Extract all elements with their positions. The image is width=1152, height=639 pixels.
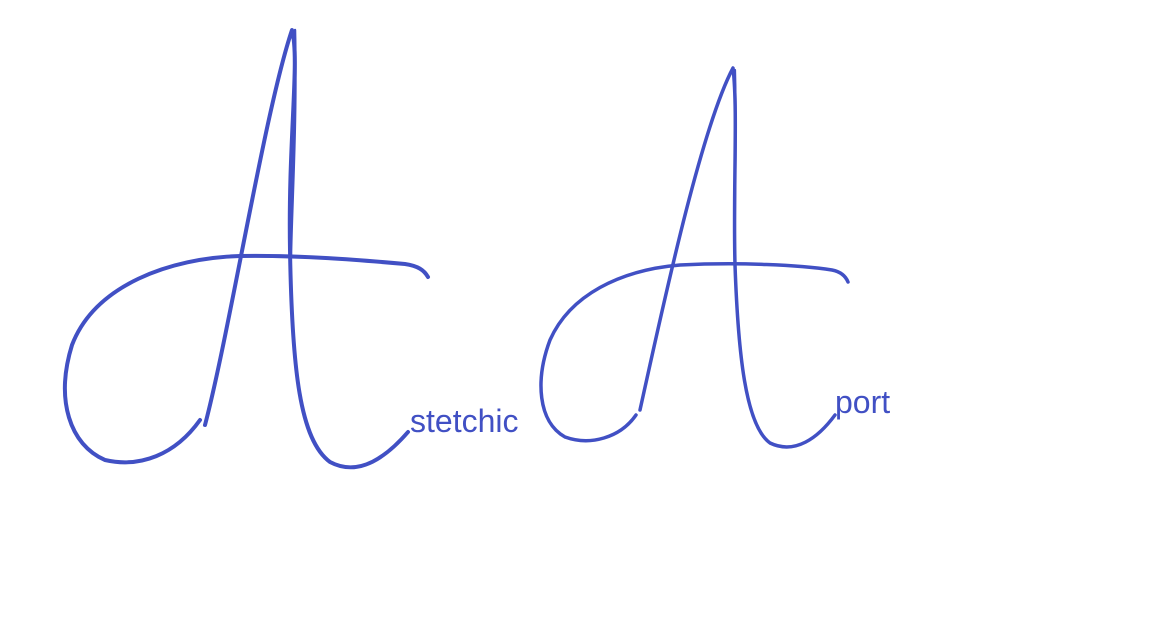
logo-suffix-text-2: port [835, 386, 890, 418]
